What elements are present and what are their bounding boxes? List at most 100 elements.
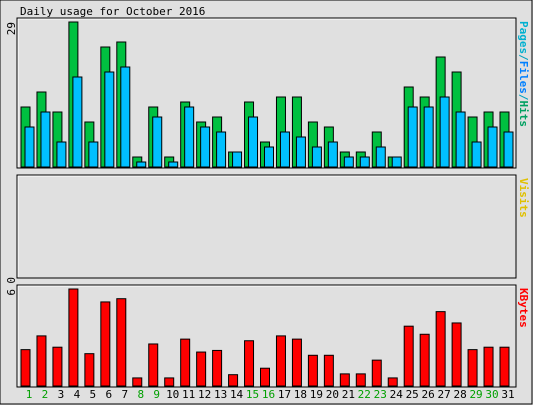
x-tick-label: 18 [294, 388, 307, 401]
x-tick-label: 17 [278, 388, 291, 401]
bar [483, 346, 494, 387]
x-tick-label: 8 [137, 388, 144, 401]
bar [116, 298, 127, 387]
bar [244, 340, 255, 387]
x-tick-label: 23 [374, 388, 387, 401]
bar [375, 146, 386, 168]
bar [180, 338, 191, 387]
x-tick-label: 26 [422, 388, 435, 401]
bar [407, 106, 418, 168]
bar [291, 338, 302, 387]
bar [196, 351, 207, 387]
bar [20, 349, 31, 387]
x-tick-label: 28 [453, 388, 466, 401]
bar [327, 141, 338, 168]
x-tick-label: 7 [121, 388, 128, 401]
x-tick-label: 19 [310, 388, 323, 401]
bar [168, 161, 179, 168]
bar [132, 377, 143, 387]
bar [307, 354, 318, 387]
bar [40, 111, 51, 168]
x-tick-label: 12 [198, 388, 211, 401]
bar [487, 126, 498, 168]
bar [295, 136, 306, 168]
x-tick-label: 6 [106, 388, 113, 401]
x-tick-label: 30 [485, 388, 498, 401]
x-tick-label: 25 [406, 388, 419, 401]
bar [212, 349, 223, 387]
bar [152, 116, 163, 168]
bar [56, 141, 67, 168]
bar [391, 156, 402, 168]
bar [216, 131, 227, 168]
bar [104, 71, 115, 168]
bar [228, 374, 239, 387]
bar [264, 146, 274, 168]
x-tick-label: 3 [58, 388, 65, 401]
bar [200, 126, 211, 168]
bar [419, 333, 430, 387]
bar [371, 359, 382, 387]
bar [467, 349, 478, 387]
chart-title: Daily usage for October 2016 [20, 5, 205, 18]
bar [499, 346, 510, 387]
bar [88, 141, 99, 168]
bar [471, 141, 482, 168]
bar [323, 354, 334, 387]
legend: KBytes [517, 288, 530, 328]
bar [387, 377, 398, 387]
x-tick-label: 14 [230, 388, 244, 401]
x-tick-label: 15 [246, 388, 259, 401]
bar [311, 146, 322, 168]
bar [72, 76, 83, 168]
bar [184, 106, 195, 168]
bar [84, 353, 95, 387]
legend-entry: Files [517, 61, 530, 94]
bar [435, 311, 446, 387]
bar [343, 156, 354, 168]
x-tick-label: 21 [342, 388, 355, 401]
legend-separator: / [517, 94, 530, 101]
bar [403, 325, 414, 387]
bar [279, 131, 290, 168]
x-tick-label: 5 [90, 388, 97, 401]
bar [439, 96, 450, 168]
panel-frame [16, 174, 517, 279]
legend-entry: KBytes [517, 288, 530, 328]
x-tick-label: 13 [214, 388, 227, 401]
bar [451, 322, 462, 387]
legend-entry: Hits [517, 101, 530, 128]
bar [455, 111, 466, 168]
x-tick-label: 16 [262, 388, 275, 401]
x-tick-label: 1 [26, 388, 33, 401]
x-tick-label: 2 [42, 388, 49, 401]
bar [148, 343, 159, 387]
bar [136, 161, 147, 168]
x-tick-label: 29 [469, 388, 482, 401]
bar [24, 126, 35, 168]
legend-separator: / [517, 54, 530, 61]
bar [355, 373, 366, 387]
x-tick-label: 22 [358, 388, 371, 401]
y-tick-label: 0 [5, 277, 18, 284]
y-tick-label: 6 [5, 289, 18, 296]
x-tick-label: 10 [166, 388, 179, 401]
bar [232, 151, 243, 168]
x-tick-label: 20 [326, 388, 339, 401]
bar [260, 367, 270, 387]
bar [52, 346, 63, 387]
legend-entry: Pages [517, 21, 530, 54]
y-tick-label: 29 [5, 22, 18, 35]
bar [100, 301, 111, 387]
bar [275, 335, 286, 387]
x-tick-label: 4 [74, 388, 81, 401]
legend-entry: Visits [517, 178, 530, 218]
x-tick-label: 27 [438, 388, 451, 401]
bar [120, 66, 131, 168]
x-tick-label: 24 [390, 388, 404, 401]
bar [339, 373, 350, 387]
x-tick-label: 31 [501, 388, 514, 401]
bar [36, 335, 47, 387]
x-tick-label: 11 [182, 388, 195, 401]
